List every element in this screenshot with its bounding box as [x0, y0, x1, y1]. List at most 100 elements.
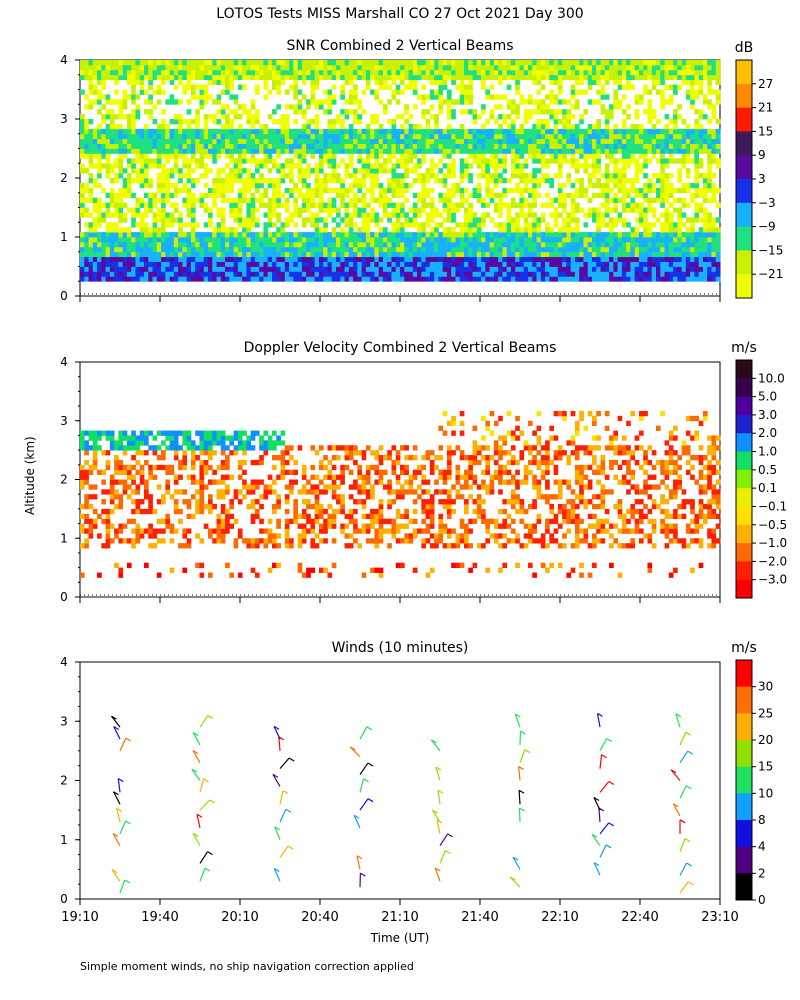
snr-cell	[429, 168, 435, 174]
snr-cell	[225, 232, 230, 238]
snr-cell	[638, 123, 644, 130]
snr-cell	[263, 128, 269, 135]
snr-cell	[557, 202, 563, 208]
snr-cell	[472, 187, 478, 194]
snr-cell	[144, 232, 149, 238]
snr-cell	[327, 89, 333, 95]
snr-cell	[280, 114, 286, 120]
snr-cell	[451, 64, 456, 71]
snr-cell	[242, 143, 247, 149]
snr-cell	[374, 114, 380, 120]
snr-cell	[246, 109, 252, 115]
snr-cell	[105, 153, 111, 159]
snr-cell	[237, 158, 243, 164]
snr-cell	[254, 60, 260, 66]
snr-cell	[131, 123, 136, 130]
snr-cell	[101, 212, 106, 218]
snr-cell	[587, 163, 593, 169]
snr-cell	[613, 60, 618, 66]
snr-cell	[186, 178, 192, 184]
snr-cell	[212, 187, 217, 194]
snr-cell	[438, 158, 444, 164]
snr-cell	[186, 261, 192, 267]
snr-cell	[323, 109, 328, 115]
snr-cell	[225, 163, 230, 169]
snr-cell	[118, 237, 124, 243]
snr-cell	[468, 153, 473, 159]
snr-cell	[254, 158, 260, 164]
snr-cell	[668, 217, 674, 223]
snr-cell	[118, 266, 124, 272]
snr-cell	[353, 261, 358, 267]
snr-cell	[195, 271, 200, 277]
snr-cell	[272, 212, 277, 218]
snr-cell	[336, 143, 341, 149]
snr-cell	[250, 143, 256, 149]
snr-cell	[161, 69, 166, 76]
snr-cell	[297, 192, 303, 199]
snr-cell	[293, 94, 298, 100]
snr-cell	[272, 261, 277, 267]
snr-cell	[429, 94, 435, 100]
snr-cell	[186, 138, 192, 144]
snr-cell	[105, 143, 111, 149]
snr-cell	[365, 79, 371, 85]
snr-cell	[80, 202, 85, 208]
snr-cell	[382, 276, 388, 282]
snr-cell	[587, 212, 593, 218]
snr-cell	[178, 212, 183, 218]
snr-cell	[250, 261, 256, 267]
snr-cell	[92, 246, 98, 253]
snr-cell	[195, 256, 200, 262]
snr-cell	[408, 148, 414, 154]
snr-cell	[220, 217, 226, 223]
snr-cell	[464, 251, 469, 258]
snr-cell	[523, 246, 529, 253]
snr-cell	[114, 138, 119, 144]
snr-cell	[391, 232, 397, 238]
snr-cell	[318, 227, 324, 233]
snr-cell	[336, 261, 341, 267]
snr-cell	[570, 69, 576, 76]
snr-cell	[135, 74, 141, 81]
snr-cell	[579, 192, 584, 199]
snr-cell	[199, 94, 205, 100]
snr-cell	[400, 178, 405, 184]
snr-cell	[434, 89, 439, 95]
snr-cell	[131, 94, 136, 100]
snr-cell	[314, 60, 320, 66]
snr-cell	[647, 143, 653, 149]
snr-cell	[348, 153, 354, 159]
snr-cell	[481, 256, 486, 262]
snr-cell	[400, 276, 405, 282]
snr-cell	[318, 128, 324, 135]
snr-cell	[417, 148, 422, 154]
snr-cell	[208, 64, 213, 71]
snr-cell	[656, 271, 661, 277]
snr-cell	[677, 251, 682, 258]
snr-cell	[395, 178, 401, 184]
snr-cell	[225, 104, 230, 110]
snr-cell	[647, 227, 653, 233]
snr-cell	[344, 69, 350, 76]
snr-cell	[536, 133, 542, 140]
snr-cell	[651, 261, 657, 267]
snr-cell	[340, 251, 345, 258]
snr-cell	[506, 261, 512, 267]
snr-cell	[199, 246, 205, 253]
snr-cell	[331, 276, 337, 282]
snr-cell	[395, 60, 401, 66]
snr-cell	[536, 237, 542, 243]
snr-cell	[476, 74, 482, 81]
snr-cell	[336, 207, 341, 213]
snr-cell	[88, 192, 94, 199]
snr-cell	[609, 128, 614, 135]
snr-cell	[506, 232, 512, 238]
snr-cell	[148, 182, 153, 189]
snr-cell	[510, 133, 516, 140]
snr-cell	[114, 276, 119, 282]
snr-cell	[331, 74, 337, 81]
snr-cell	[148, 232, 153, 238]
snr-cell	[481, 276, 486, 282]
snr-cell	[519, 212, 525, 218]
